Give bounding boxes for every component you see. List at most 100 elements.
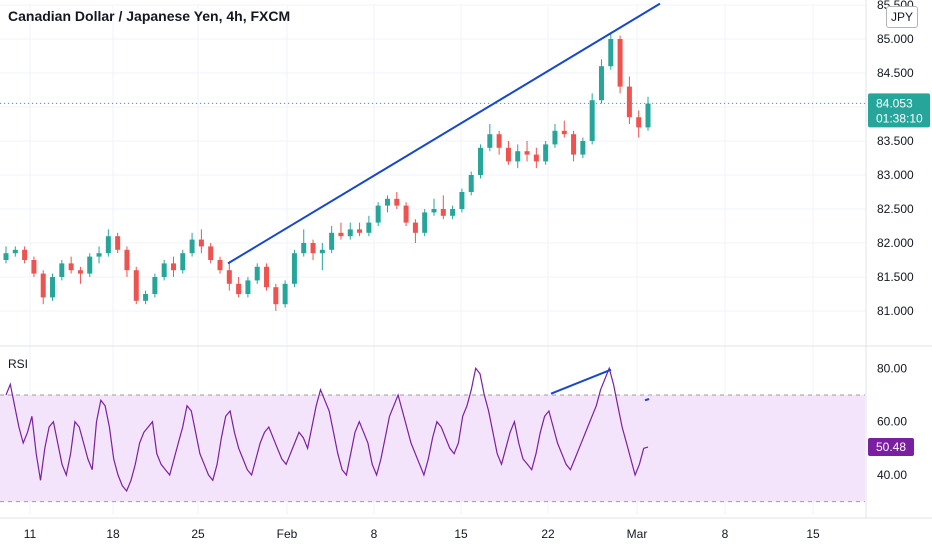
x-tick-label: 25 bbox=[191, 527, 205, 541]
price-tick-label: 84.500 bbox=[877, 66, 914, 80]
candle-body bbox=[143, 294, 149, 301]
x-tick-label: 15 bbox=[454, 527, 468, 541]
candle-body bbox=[40, 273, 46, 298]
candle-body bbox=[626, 86, 632, 118]
rsi-trendline[interactable] bbox=[550, 368, 612, 395]
rsi-band bbox=[0, 395, 865, 502]
candle-body bbox=[254, 266, 260, 281]
candle-body bbox=[561, 130, 567, 135]
candle-body bbox=[598, 66, 604, 101]
x-tick-label: Mar bbox=[627, 527, 648, 541]
candle-body bbox=[636, 117, 642, 128]
candle-body bbox=[282, 283, 288, 305]
candle-body bbox=[375, 205, 381, 223]
price-tick-label: 83.500 bbox=[877, 134, 914, 148]
candle-body bbox=[152, 277, 158, 294]
candle-body bbox=[347, 229, 353, 237]
x-tick-label: 11 bbox=[24, 527, 37, 541]
x-tick-label: 22 bbox=[541, 527, 555, 541]
candle-body bbox=[22, 249, 28, 260]
candle-body bbox=[338, 232, 344, 237]
candle-body bbox=[50, 277, 56, 298]
countdown-label: 01:38:10 bbox=[876, 111, 923, 125]
candle-body bbox=[170, 263, 176, 271]
candle-body bbox=[496, 134, 502, 148]
x-tick-label: 18 bbox=[106, 527, 120, 541]
candle-body bbox=[412, 222, 418, 233]
candle-body bbox=[468, 175, 474, 192]
currency-badge[interactable]: JPY bbox=[886, 6, 918, 28]
rsi-label: RSI bbox=[8, 357, 29, 371]
candle-body bbox=[384, 198, 390, 206]
candle-body bbox=[403, 205, 409, 223]
x-tick-label: 15 bbox=[806, 527, 820, 541]
candle-body bbox=[96, 253, 102, 257]
rsi-tick-label: 40.00 bbox=[877, 468, 907, 482]
candle-body bbox=[487, 134, 493, 148]
candle-body bbox=[226, 270, 232, 284]
rsi-value-badge bbox=[868, 438, 914, 457]
price-tick-label: 82.500 bbox=[877, 202, 914, 216]
candle-body bbox=[357, 229, 363, 233]
rsi-tick-label: 80.00 bbox=[877, 361, 907, 375]
candle-body bbox=[645, 103, 651, 128]
candle-body bbox=[310, 243, 316, 254]
candle-body bbox=[273, 287, 279, 305]
price-tick-label: 81.000 bbox=[877, 304, 914, 318]
price-tick-label: 81.500 bbox=[877, 270, 914, 284]
candle-body bbox=[478, 147, 484, 175]
candle-body bbox=[589, 100, 595, 141]
rsi-tick-label: 60.00 bbox=[877, 415, 907, 429]
candle-body bbox=[524, 151, 530, 155]
candle-body bbox=[77, 270, 83, 274]
candle-body bbox=[124, 249, 130, 271]
candle-body bbox=[291, 253, 297, 284]
candle-body bbox=[180, 253, 186, 271]
candle-body bbox=[552, 130, 558, 145]
candle-body bbox=[533, 154, 539, 162]
candle-body bbox=[264, 266, 270, 288]
candle-body bbox=[236, 283, 242, 294]
x-tick-label: Feb bbox=[277, 527, 298, 541]
candle-body bbox=[571, 134, 577, 155]
candle-body bbox=[198, 239, 204, 247]
candle-body bbox=[189, 239, 195, 254]
candle-body bbox=[68, 263, 74, 271]
price-trendline[interactable] bbox=[227, 2, 661, 265]
last-price-badge bbox=[868, 93, 930, 128]
candle-body bbox=[459, 192, 465, 209]
rsi-value-label: 50.48 bbox=[876, 440, 906, 454]
candle-body bbox=[161, 263, 167, 277]
candle-body bbox=[115, 236, 121, 250]
candle-body bbox=[105, 236, 111, 254]
price-tick-label: 83.000 bbox=[877, 168, 914, 182]
candle-body bbox=[245, 280, 251, 294]
candle-body bbox=[366, 222, 372, 233]
x-tick-label: 8 bbox=[371, 527, 378, 541]
candle-body bbox=[329, 232, 335, 250]
candle-body bbox=[543, 144, 549, 162]
candle-body bbox=[450, 209, 456, 216]
candle-body bbox=[608, 39, 614, 67]
candle-body bbox=[87, 256, 93, 274]
candle-body bbox=[394, 198, 400, 206]
candle-body bbox=[59, 263, 65, 277]
candle-body bbox=[319, 249, 325, 254]
candle-body bbox=[617, 39, 623, 87]
candle-body bbox=[301, 243, 307, 254]
candle-body bbox=[208, 246, 214, 260]
rsi-marker bbox=[644, 398, 650, 402]
chart-title: Canadian Dollar / Japanese Yen, 4h, FXCM bbox=[8, 8, 291, 24]
last-price-label: 84.053 bbox=[876, 96, 913, 110]
x-tick-label: 8 bbox=[722, 527, 729, 541]
candle-body bbox=[3, 253, 9, 260]
candle-body bbox=[515, 151, 521, 162]
candle-body bbox=[12, 249, 18, 254]
candle-body bbox=[505, 147, 511, 162]
candle-body bbox=[431, 209, 437, 213]
candle-body bbox=[580, 141, 586, 155]
candle-body bbox=[133, 270, 139, 301]
candle-body bbox=[217, 260, 223, 271]
